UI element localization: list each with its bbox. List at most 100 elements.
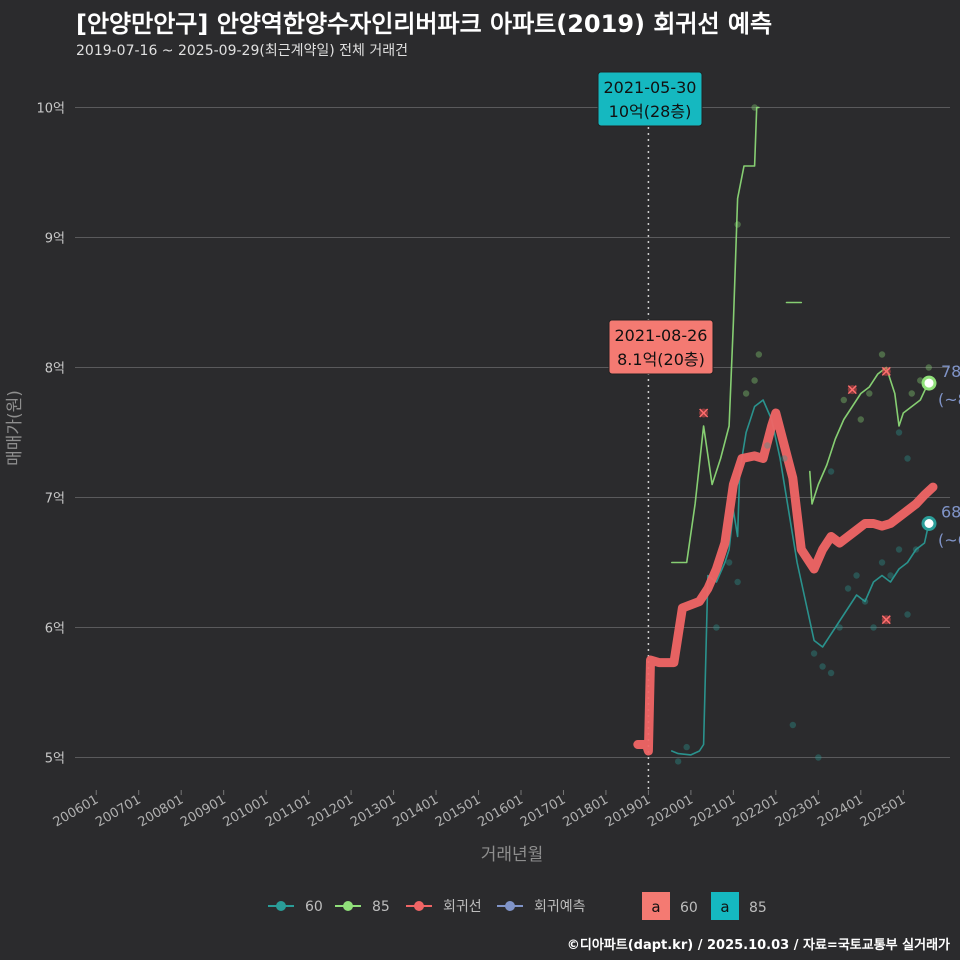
legend-label-glyph: a [720, 898, 729, 916]
legend-label-glyph: a [651, 898, 660, 916]
outlier-cross [881, 615, 891, 625]
legend-label-60: 60 [305, 899, 323, 915]
scatter-point [912, 546, 920, 553]
scatter-point [836, 624, 843, 631]
scatter-point [764, 442, 771, 449]
scatter-point [755, 351, 763, 358]
annotation-date: 2021-08-26 [615, 326, 708, 345]
scatter-point [725, 559, 733, 566]
scatter-point [683, 743, 690, 751]
annotation-box [597, 71, 703, 127]
scatter-point [827, 669, 835, 677]
gridlines [75, 107, 950, 790]
end-point-60 [921, 516, 937, 531]
chart-title: [안양만안구] 안양역한양수자인리버파크 아파트(2019) 회귀선 예측 [76, 10, 773, 38]
legend-label-85: 85 [372, 899, 390, 915]
annotations: 2021-05-30 10억(28층) 2021-08-26 8.1억(20층) 78,… [597, 71, 960, 550]
legend-dot-regression [414, 901, 424, 911]
x-tick-label: 200701 [93, 792, 143, 830]
scatter-point [870, 624, 877, 631]
x-axis-ticks: 2006012007012008012009012010012011012012… [51, 790, 908, 830]
scatter-point [853, 572, 860, 579]
end-unit-label: (~60㎡) [938, 531, 960, 550]
scatter-point [844, 585, 852, 592]
scatter-point [751, 377, 758, 384]
scatter-point [866, 390, 873, 397]
outlier-cross [881, 366, 891, 376]
series-lines [633, 106, 938, 756]
scatter-point [810, 650, 818, 657]
scatter-point [895, 546, 903, 553]
x-tick-label: 201001 [221, 792, 271, 830]
series-line-85c [808, 366, 930, 505]
scatter-point [904, 611, 911, 618]
end-value-label: 68,020 [941, 503, 960, 522]
scatter-point [734, 221, 741, 228]
legend-label-box [711, 892, 739, 920]
scatter-point [878, 559, 886, 566]
series-line-회귀선 [633, 408, 938, 756]
outlier-cross [847, 385, 857, 395]
scatter-point [815, 754, 822, 761]
scatter-point [908, 390, 915, 397]
x-tick-label: 202501 [858, 792, 908, 830]
x-tick-label: 201801 [560, 792, 610, 830]
legend-label-text: 60 [680, 900, 698, 916]
legend-label-box [642, 892, 670, 920]
legend-label-prediction: 회귀예측 [534, 899, 586, 915]
x-tick-label: 201201 [306, 792, 356, 830]
x-tick-label: 200801 [136, 792, 186, 830]
x-tick-label: 200601 [51, 792, 101, 830]
end-value-label: 78,833 [941, 362, 960, 381]
legend-dot-85 [343, 901, 353, 911]
scatter-point [734, 578, 741, 586]
end-unit-label: (~85㎡) [938, 390, 960, 409]
x-tick-label: 200901 [178, 792, 228, 830]
y-tick-label: 8억 [45, 362, 65, 377]
x-tick-label: 202001 [645, 792, 695, 830]
x-tick-label: 201101 [263, 792, 313, 830]
x-tick-label: 201401 [391, 792, 441, 830]
x-tick-label: 201701 [518, 792, 568, 830]
y-tick-label: 9억 [45, 232, 65, 247]
legend-dot-60 [276, 901, 286, 911]
x-tick-label: 201601 [476, 792, 526, 830]
scatter-point [895, 429, 903, 436]
y-axis-ticks: 5억 6억 7억 8억 9억 10억 [36, 102, 65, 767]
scatter-point [925, 364, 932, 371]
scatter-point [887, 572, 894, 579]
legend: 60 85 회귀선 회귀예측 a 60 a 85 [268, 892, 767, 920]
y-tick-label: 10억 [36, 102, 65, 117]
scatter-point [878, 351, 886, 358]
legend-label-regression: 회귀선 [443, 899, 482, 915]
scatter-point [840, 396, 848, 404]
y-axis-title: 매매가(원) [5, 390, 25, 466]
x-tick-label: 202201 [730, 792, 780, 830]
scatter-point [713, 624, 720, 631]
scatter-point [857, 416, 865, 423]
scatter-point [751, 104, 758, 111]
x-tick-label: 201501 [433, 792, 483, 830]
x-tick-label: 201301 [348, 792, 398, 830]
scatter-point [904, 455, 911, 462]
legend-dot-prediction [505, 901, 515, 911]
scatter-point [674, 758, 682, 765]
scatter-point [819, 663, 826, 670]
legend-label-text: 85 [749, 900, 767, 916]
y-tick-label: 5억 [45, 752, 65, 767]
x-tick-label: 201901 [603, 792, 653, 830]
scatter-point [861, 598, 869, 605]
x-tick-label: 202101 [688, 792, 738, 830]
annotation-date: 2021-05-30 [604, 78, 697, 97]
scatter-point [742, 390, 750, 397]
scatter-point [789, 721, 797, 729]
x-axis-title: 거래년월 [481, 845, 544, 865]
scatter-points [674, 104, 932, 765]
x-tick-label: 202301 [773, 792, 823, 830]
annotation-value: 10억(28층) [609, 102, 692, 121]
scatter-point [827, 468, 835, 475]
annotation-box [608, 319, 714, 375]
chart-subtitle: 2019-07-16 ~ 2025-09-29(최근계약일) 전체 거래건 [76, 43, 408, 59]
y-tick-label: 7억 [45, 492, 65, 507]
